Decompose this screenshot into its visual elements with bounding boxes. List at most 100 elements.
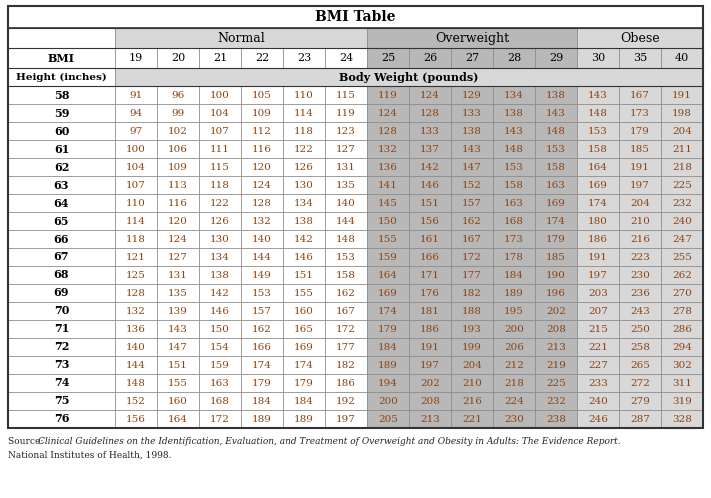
- Text: 132: 132: [378, 144, 398, 153]
- Bar: [241, 410, 283, 428]
- Text: 193: 193: [462, 325, 482, 334]
- Text: 155: 155: [294, 288, 314, 297]
- Text: 62: 62: [54, 161, 69, 172]
- Bar: [493, 212, 535, 230]
- Bar: [451, 302, 493, 320]
- Text: 167: 167: [336, 306, 356, 316]
- Bar: [325, 320, 367, 338]
- Bar: [283, 194, 325, 212]
- Text: 20: 20: [171, 53, 185, 63]
- Bar: [325, 248, 367, 266]
- Text: 144: 144: [336, 217, 356, 226]
- Bar: [283, 140, 325, 158]
- Bar: [283, 104, 325, 122]
- Bar: [661, 374, 703, 392]
- Bar: [8, 410, 115, 428]
- Bar: [283, 86, 325, 104]
- Text: 100: 100: [126, 144, 146, 153]
- Bar: [409, 194, 451, 212]
- Bar: [451, 338, 493, 356]
- Text: 127: 127: [336, 144, 356, 153]
- Text: 210: 210: [462, 378, 482, 387]
- Text: 221: 221: [462, 414, 482, 423]
- Bar: [325, 86, 367, 104]
- Bar: [241, 302, 283, 320]
- Bar: [619, 140, 661, 158]
- Text: 116: 116: [168, 199, 188, 208]
- Text: 196: 196: [546, 288, 566, 297]
- Text: 158: 158: [546, 162, 566, 171]
- Text: 146: 146: [294, 252, 314, 261]
- Text: 115: 115: [210, 162, 230, 171]
- Bar: [451, 158, 493, 176]
- Bar: [451, 176, 493, 194]
- Bar: [409, 320, 451, 338]
- Text: 213: 213: [546, 343, 566, 352]
- Bar: [157, 338, 199, 356]
- Text: 328: 328: [672, 414, 692, 423]
- Bar: [451, 320, 493, 338]
- Text: 120: 120: [168, 217, 188, 226]
- Bar: [493, 86, 535, 104]
- Bar: [325, 410, 367, 428]
- Bar: [451, 356, 493, 374]
- Bar: [115, 28, 367, 48]
- Text: 215: 215: [588, 325, 608, 334]
- Bar: [115, 176, 157, 194]
- Bar: [199, 194, 241, 212]
- Text: 134: 134: [504, 91, 524, 100]
- Text: 163: 163: [210, 378, 230, 387]
- Bar: [451, 140, 493, 158]
- Bar: [241, 140, 283, 158]
- Text: 286: 286: [672, 325, 692, 334]
- Bar: [493, 356, 535, 374]
- Bar: [199, 338, 241, 356]
- Text: 124: 124: [252, 180, 272, 190]
- Bar: [325, 284, 367, 302]
- Bar: [619, 392, 661, 410]
- Bar: [115, 284, 157, 302]
- Bar: [325, 158, 367, 176]
- Text: 162: 162: [336, 288, 356, 297]
- Bar: [157, 374, 199, 392]
- Bar: [493, 194, 535, 212]
- Bar: [325, 338, 367, 356]
- Bar: [115, 410, 157, 428]
- Bar: [535, 374, 577, 392]
- Bar: [535, 212, 577, 230]
- Text: 124: 124: [168, 235, 188, 244]
- Text: 232: 232: [546, 396, 566, 405]
- Bar: [199, 122, 241, 140]
- Bar: [451, 230, 493, 248]
- Bar: [325, 48, 367, 68]
- Text: 138: 138: [294, 217, 314, 226]
- Bar: [367, 320, 409, 338]
- Bar: [8, 28, 115, 48]
- Bar: [535, 48, 577, 68]
- Text: 144: 144: [252, 252, 272, 261]
- Bar: [241, 248, 283, 266]
- Text: 100: 100: [210, 91, 230, 100]
- Text: 143: 143: [462, 144, 482, 153]
- Text: 149: 149: [252, 270, 272, 279]
- Bar: [367, 410, 409, 428]
- Bar: [577, 212, 619, 230]
- Bar: [409, 122, 451, 140]
- Text: 169: 169: [546, 199, 566, 208]
- Bar: [409, 302, 451, 320]
- Bar: [325, 104, 367, 122]
- Text: 123: 123: [336, 126, 356, 135]
- Bar: [157, 320, 199, 338]
- Bar: [199, 158, 241, 176]
- Text: 21: 21: [213, 53, 227, 63]
- Bar: [115, 356, 157, 374]
- Text: 169: 169: [294, 343, 314, 352]
- Bar: [199, 248, 241, 266]
- Text: 131: 131: [336, 162, 356, 171]
- Text: 138: 138: [462, 126, 482, 135]
- Bar: [325, 374, 367, 392]
- Bar: [157, 86, 199, 104]
- Bar: [283, 212, 325, 230]
- Bar: [409, 284, 451, 302]
- Bar: [8, 212, 115, 230]
